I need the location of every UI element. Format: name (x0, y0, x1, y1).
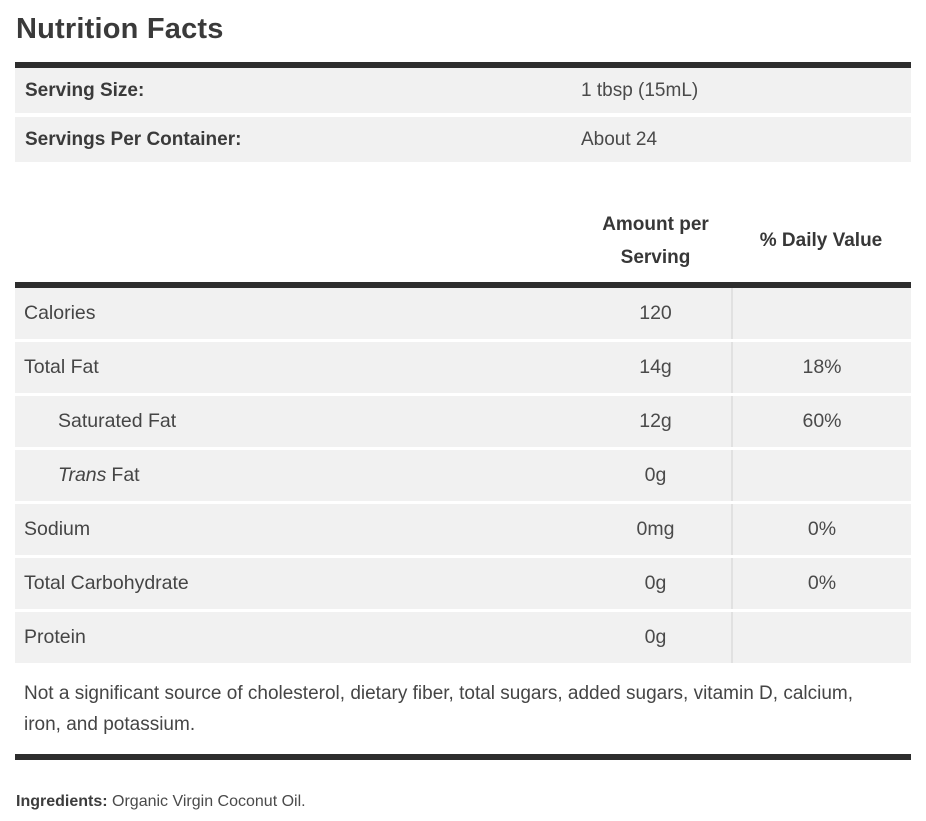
serving-info-value: About 24 (581, 128, 658, 150)
nutrient-row: Calories 120 (15, 288, 911, 339)
nutrient-row: Saturated Fat 12g 60% (15, 396, 911, 447)
nutrient-amount: 0g (644, 464, 667, 486)
nutrient-amount: 120 (639, 302, 672, 324)
nutrient-daily-value: 60% (731, 396, 911, 447)
serving-info-row: Servings Per Container: About 24 (15, 117, 911, 162)
nutrient-row: Sodium 0mg 0% (15, 504, 911, 555)
nutrition-facts-panel: Nutrition Facts Serving Size: 1 tbsp (15… (15, 10, 911, 811)
serving-info-row: Serving Size: 1 tbsp (15mL) (15, 68, 911, 113)
serving-info-value: 1 tbsp (15mL) (581, 79, 699, 101)
nutrient-row: Protein 0g (15, 612, 911, 663)
nutrient-amount: 14g (639, 356, 672, 378)
daily-value-header: % Daily Value (759, 230, 883, 251)
nutrient-daily-value: 0% (731, 504, 911, 555)
nutrient-rows-section: Calories 120 Total Fat 14g 18% Saturated… (15, 288, 911, 663)
serving-info-label: Serving Size: (25, 79, 145, 101)
nutrient-label: Protein (24, 626, 86, 648)
bottom-divider (15, 754, 911, 760)
ingredients-label: Ingredients: (16, 793, 108, 810)
top-divider (15, 62, 911, 68)
nutrient-row: Total Fat 14g 18% (15, 342, 911, 393)
nutrient-daily-value: 0% (731, 558, 911, 609)
table-header-row: Amount per Serving % Daily Value (15, 208, 911, 274)
nutrient-label: Total Fat (24, 356, 99, 378)
nutrient-daily-value (731, 288, 911, 339)
nutrient-amount: 0mg (636, 518, 675, 540)
ingredients-value: Organic Virgin Coconut Oil. (112, 793, 306, 810)
amount-per-serving-header: Amount per Serving (602, 214, 709, 268)
nutrient-row: Trans Fat 0g (15, 450, 911, 501)
nutrient-daily-value (731, 450, 911, 501)
serving-info-section: Serving Size: 1 tbsp (15mL) Servings Per… (15, 68, 911, 162)
ingredients-line: Ingredients: Organic Virgin Coconut Oil. (16, 793, 911, 811)
nutrient-amount: 0g (644, 572, 667, 594)
nutrient-label: Trans Fat (58, 464, 140, 486)
nutrient-label: Sodium (24, 518, 91, 540)
nutrient-label: Saturated Fat (58, 410, 177, 432)
header-divider (15, 282, 911, 288)
nutrient-row: Total Carbohydrate 0g 0% (15, 558, 911, 609)
page-title: Nutrition Facts (16, 13, 224, 45)
nutrient-daily-value (731, 612, 911, 663)
nutrient-label: Calories (24, 302, 96, 324)
nutrient-label: Total Carbohydrate (24, 572, 189, 594)
nutrient-amount: 12g (639, 410, 672, 432)
footnote-text: Not a significant source of cholesterol,… (24, 683, 854, 735)
serving-info-label: Servings Per Container: (25, 128, 242, 150)
nutrient-daily-value: 18% (731, 342, 911, 393)
nutrient-amount: 0g (644, 626, 667, 648)
